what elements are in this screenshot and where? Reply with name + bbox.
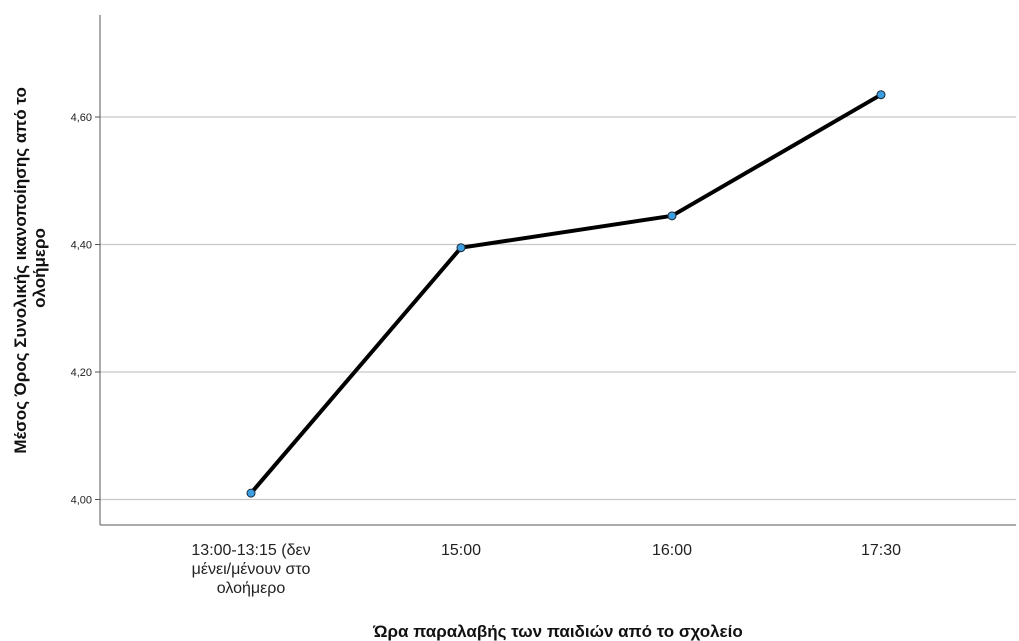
y-axis-title: Μέσος Όρος Συνολικής ικανοποίησης από το…: [11, 82, 49, 453]
data-point: [667, 211, 677, 221]
y-axis-title-line-1: Μέσος Όρος Συνολικής ικανοποίησης από το: [11, 87, 30, 454]
y-tick-label: 4,20: [71, 367, 92, 379]
x-category-label-line: 17:30: [861, 542, 901, 559]
y-axis-title-line-2: ολοήμερο: [30, 228, 49, 308]
series-line: [249, 92, 883, 496]
y-tick-labels: 4,00 4,20 4,40 4,60: [71, 112, 100, 507]
y-tick-label: 4,40: [71, 240, 92, 252]
x-category-label: 13:00-13:15 (δεν μένει/μένουν στο ολοήμερο: [191, 542, 310, 597]
x-axis-title: Ώρα παραλαβής των παιδιών από το σχολείο: [372, 622, 742, 641]
y-tick-label: 4,60: [71, 112, 92, 124]
gridlines: [100, 116, 1016, 501]
x-category-label: 17:30: [861, 542, 901, 559]
data-point: [876, 90, 886, 100]
x-category-label-line: 15:00: [441, 542, 481, 559]
data-point: [246, 488, 256, 498]
x-category-label-line: 16:00: [652, 542, 692, 559]
x-tick-labels: 13:00-13:15 (δεν μένει/μένουν στο ολοήμερο…: [191, 542, 901, 597]
series-group: [246, 90, 886, 498]
y-tick-label: 4,00: [71, 495, 92, 507]
x-category-label-line: 13:00-13:15 (δεν: [191, 542, 310, 559]
data-point: [456, 243, 466, 253]
x-category-label: 15:00: [441, 542, 481, 559]
x-category-label-line: μένει/μένουν στο: [192, 561, 311, 578]
x-category-label: 16:00: [652, 542, 692, 559]
axes: [99, 15, 1016, 526]
x-category-label-line: ολοήμερο: [217, 580, 286, 597]
